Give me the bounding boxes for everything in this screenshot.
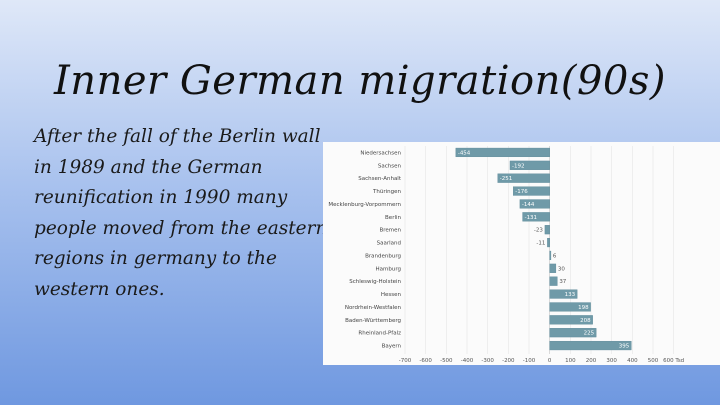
bar-6 xyxy=(544,225,550,235)
x-tick-label-7: 0 xyxy=(548,358,552,364)
bar-4 xyxy=(519,199,550,209)
bar-14 xyxy=(549,328,597,338)
category-label-3: Thüringen xyxy=(372,189,401,195)
value-label-13: 208 xyxy=(580,318,591,324)
value-label-8: 6 xyxy=(553,253,557,259)
category-label-7: Saarland xyxy=(377,241,401,247)
x-tick-label-6: -100 xyxy=(523,358,536,364)
bar-7 xyxy=(547,237,550,248)
x-tick-label-5: -200 xyxy=(502,358,515,364)
value-label-12: 198 xyxy=(578,305,589,311)
category-label-12: Nordrhein-Westfalen xyxy=(345,305,402,311)
x-tick-label-9: 200 xyxy=(586,358,597,364)
category-label-15: Bayern xyxy=(382,344,402,350)
x-tick-label-1: -600 xyxy=(419,358,432,364)
bar-1 xyxy=(509,160,550,170)
x-tick-label-3: -400 xyxy=(461,358,474,364)
value-label-11: 133 xyxy=(565,292,576,298)
x-tick-label-12: 500 xyxy=(648,358,659,364)
category-label-10: Schleswig-Holstein xyxy=(349,279,401,285)
x-tick-label-0: -700 xyxy=(399,358,412,364)
slide-body-text: After the fall of the Berlin wall in 198… xyxy=(34,126,328,300)
value-label-9: 30 xyxy=(558,266,565,272)
category-label-8: Brandenburg xyxy=(365,253,401,259)
category-label-2: Sachsen-Anhalt xyxy=(358,176,402,182)
bar-9 xyxy=(549,263,557,273)
bar-3 xyxy=(513,186,550,196)
bar-12 xyxy=(549,302,591,312)
category-label-0: Niedersachsen xyxy=(360,150,401,156)
value-label-0: -454 xyxy=(458,150,471,156)
category-label-11: Hessen xyxy=(381,292,402,298)
value-label-4: -144 xyxy=(522,202,535,208)
x-tick-label-10: 300 xyxy=(606,358,617,364)
x-tick-label-2: -500 xyxy=(440,358,453,364)
category-label-1: Sachsen xyxy=(378,163,402,169)
category-label-9: Hamburg xyxy=(376,266,402,272)
value-label-7: -11 xyxy=(536,241,545,247)
value-label-3: -176 xyxy=(515,189,528,195)
bar-13 xyxy=(549,315,593,325)
bar-5 xyxy=(522,212,550,222)
value-label-2: -251 xyxy=(500,176,512,182)
category-label-6: Bremen xyxy=(379,228,401,234)
category-label-4: Mecklenburg-Vorpommern xyxy=(328,202,401,208)
value-label-1: -192 xyxy=(512,163,524,169)
value-label-5: -131 xyxy=(525,215,537,221)
value-label-10: 37 xyxy=(559,279,566,285)
migration-chart: Niedersachsen -454 Sachsen -192 Sachsen-Anha… xyxy=(323,142,720,365)
bar-11 xyxy=(549,289,578,299)
bar-8 xyxy=(549,250,552,261)
value-label-6: -23 xyxy=(534,228,543,234)
x-tick-label-4: -300 xyxy=(481,358,494,364)
x-tick-label-11: 400 xyxy=(627,358,638,364)
value-label-14: 225 xyxy=(584,331,595,337)
x-tick-label-8: 100 xyxy=(565,358,576,364)
x-tick-label-13: 600 Tsd xyxy=(663,358,684,364)
bar-15 xyxy=(549,340,632,351)
migration-bar-chart-svg: Niedersachsen -454 Sachsen -192 Sachsen-Anha… xyxy=(328,146,684,364)
bar-0 xyxy=(455,147,550,158)
category-label-5: Berlin xyxy=(385,215,401,221)
category-label-13: Baden-Württemberg xyxy=(345,318,401,324)
bar-10 xyxy=(549,276,558,286)
slide-title: Inner German migration(90s) xyxy=(54,58,666,104)
bar-2 xyxy=(497,173,550,183)
value-label-15: 395 xyxy=(619,344,630,350)
category-label-14: Rheinland-Pfalz xyxy=(358,331,401,337)
